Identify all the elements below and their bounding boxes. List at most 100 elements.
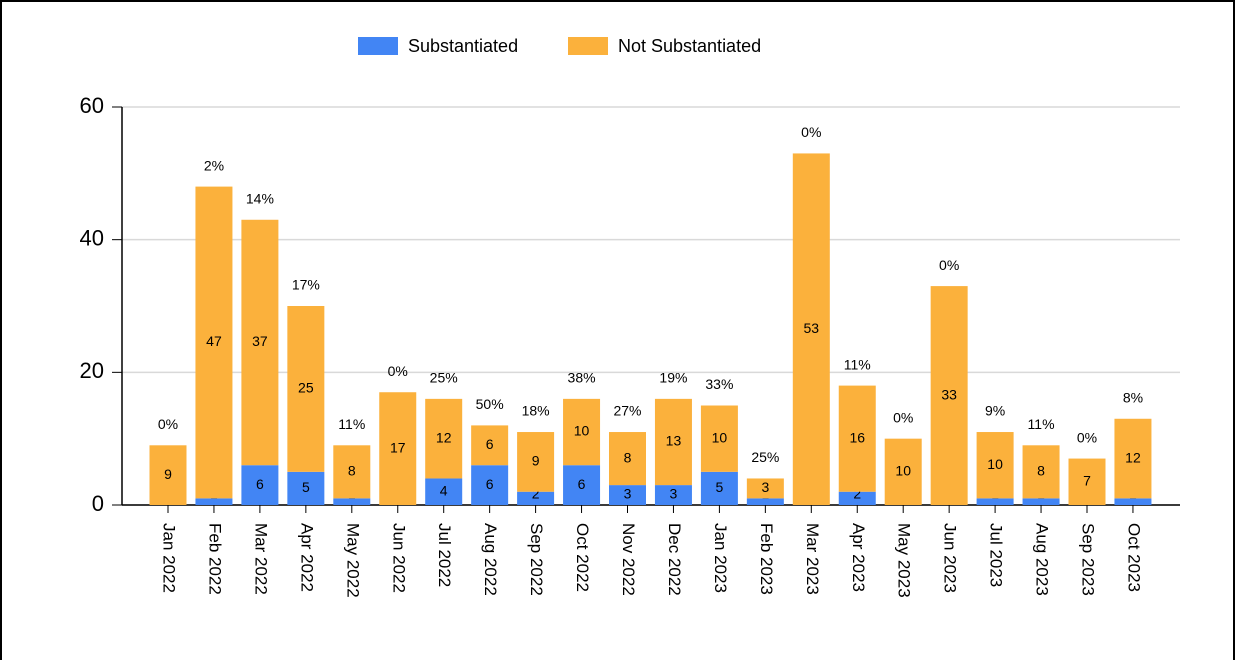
value-label: 7 [1083,472,1091,488]
percent-label: 9% [985,403,1005,419]
legend-label: Not Substantiated [618,36,761,56]
y-tick-label: 40 [80,225,104,250]
value-label: 5 [302,479,310,495]
x-tick-label: Jan 2022 [160,523,179,593]
percent-label: 11% [1028,416,1055,432]
x-tick-label: Sep 2022 [527,523,546,596]
percent-label: 0% [893,409,913,425]
value-label: 33 [941,386,957,402]
bar-segment [241,465,279,505]
percent-label: 18% [522,403,550,419]
x-tick-label: Dec 2022 [665,523,684,596]
value-label: 9 [532,453,540,469]
bar-segment [241,219,279,466]
value-label: 10 [574,423,590,439]
x-tick-label: May 2023 [895,523,914,598]
bar-segment [1114,498,1152,505]
x-tick-label: Jul 2023 [987,523,1006,587]
value-label: 6 [486,476,494,492]
percent-label: 33% [705,376,733,392]
y-tick-label: 0 [92,491,104,516]
bar-segment [563,465,601,505]
percent-label: 8% [1123,389,1143,405]
value-label: 8 [624,449,632,465]
x-tick-label: Mar 2022 [251,523,270,595]
x-tick-label: Feb 2022 [205,523,224,595]
value-label: 13 [666,433,682,449]
bar-segment [609,485,646,505]
value-label: 17 [390,439,406,455]
x-tick-label: Jun 2022 [389,523,408,593]
x-tick-label: Aug 2023 [1033,523,1052,596]
value-label: 37 [252,333,268,349]
x-tick-label: Aug 2022 [481,523,500,596]
bar-segment [609,432,646,486]
percent-label: 50% [476,396,504,412]
percent-label: 0% [939,257,959,273]
bar-segment [517,432,555,492]
bar-segment [746,478,784,499]
bar-segment [379,392,417,505]
x-tick-label: Apr 2022 [297,523,316,592]
x-tick-label: Oct 2023 [1124,523,1143,592]
percent-label: 11% [844,356,871,372]
value-label: 6 [256,476,264,492]
value-label: 3 [624,486,632,502]
x-tick-label: Jul 2022 [435,523,454,587]
legend-swatch [358,37,398,55]
bar-segment [838,491,876,505]
bar-segment [195,498,233,505]
percent-label: 19% [659,370,687,386]
bar-segment [287,306,325,472]
percent-label: 2% [204,157,224,173]
percent-label: 25% [430,370,458,386]
legend-label: Substantiated [408,36,518,56]
bar-segment [976,432,1014,499]
x-tick-label: Feb 2023 [757,523,776,595]
bar-segment [1068,458,1106,505]
percent-label: 0% [388,363,408,379]
bar-segment [700,405,738,472]
percent-label: 11% [338,416,365,432]
value-label: 25 [298,380,314,396]
value-label: 3 [761,479,769,495]
value-label: 2 [532,486,540,502]
value-label: 47 [206,333,222,349]
value-label: 6 [578,476,586,492]
y-tick-label: 20 [80,358,104,383]
percent-label: 0% [1077,429,1097,445]
value-label: 10 [895,463,911,479]
bar-segment [287,471,325,505]
bar-segment [333,445,371,499]
bar-segment [425,398,463,479]
value-label: 2 [853,486,861,502]
x-tick-label: May 2022 [343,523,362,598]
bar-segment [654,485,692,505]
bar-segment [930,286,968,505]
bar-segment [1022,445,1060,499]
percent-label: 0% [158,416,178,432]
value-label: 12 [1125,449,1141,465]
value-label: 6 [486,436,494,452]
bar-segment [976,498,1014,505]
bar-segment [563,398,601,466]
percent-label: 38% [568,370,596,386]
percent-label: 27% [613,403,641,419]
bar-segment [195,186,233,499]
value-label: 12 [436,429,452,445]
bar-segment [654,398,692,486]
x-tick-label: Jan 2023 [711,523,730,593]
value-label: 53 [804,320,820,336]
y-tick-label: 60 [80,93,104,118]
x-tick-label: Mar 2023 [803,523,822,595]
bar-segment [149,445,187,505]
bar-segment [471,425,509,466]
x-tick-label: Sep 2023 [1079,523,1098,596]
value-label: 4 [440,482,448,498]
bar-segment [425,478,463,505]
percent-label: 14% [246,190,274,206]
bar-segment [1114,418,1152,499]
value-label: 8 [1037,463,1045,479]
bar-segment [884,438,922,505]
